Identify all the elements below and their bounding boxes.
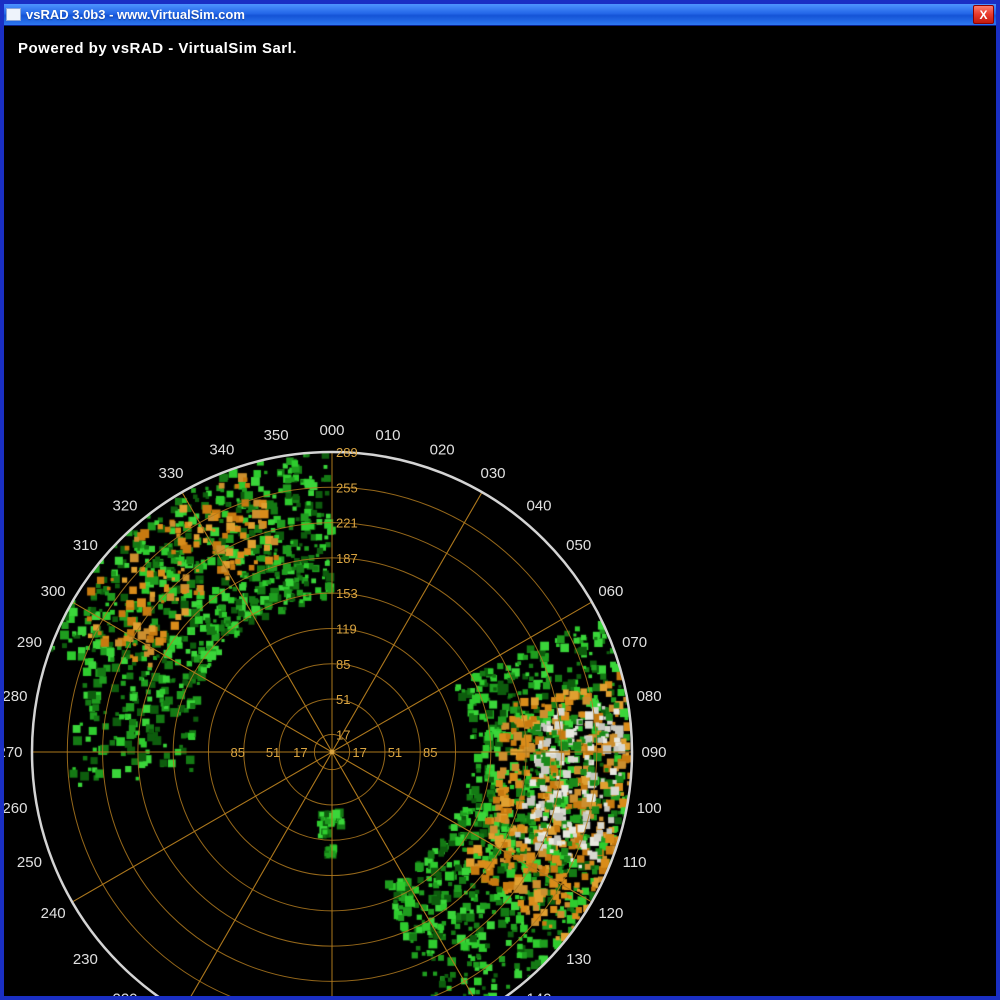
svg-text:260: 260: [4, 800, 27, 817]
svg-text:17: 17: [336, 727, 350, 742]
svg-text:060: 060: [598, 583, 623, 600]
svg-text:050: 050: [566, 537, 591, 554]
svg-text:51: 51: [266, 745, 280, 760]
svg-text:17: 17: [293, 745, 307, 760]
svg-text:153: 153: [336, 586, 358, 601]
svg-text:340: 340: [209, 441, 234, 458]
svg-text:85: 85: [423, 745, 437, 760]
svg-text:280: 280: [4, 688, 27, 705]
svg-text:040: 040: [526, 497, 551, 514]
svg-text:080: 080: [637, 688, 662, 705]
svg-text:85: 85: [336, 657, 350, 672]
svg-text:010: 010: [375, 427, 400, 444]
svg-text:110: 110: [623, 854, 647, 871]
svg-text:140: 140: [526, 991, 551, 996]
svg-text:85: 85: [231, 745, 245, 760]
svg-text:17: 17: [352, 745, 366, 760]
title-bar: vsRAD 3.0b3 - www.VirtualSim.com X: [4, 4, 996, 26]
svg-text:240: 240: [41, 905, 66, 922]
app-icon: [6, 8, 21, 21]
svg-text:000: 000: [319, 422, 344, 439]
svg-text:270: 270: [4, 744, 23, 761]
svg-text:230: 230: [73, 951, 98, 968]
svg-text:250: 250: [17, 854, 42, 871]
svg-text:187: 187: [336, 551, 358, 566]
radar-grid-overlay: 17 51 85 119 153 187 221 255 289 17 51 85 17 51 85 000 0…: [4, 26, 996, 996]
svg-text:090: 090: [641, 744, 666, 761]
svg-text:350: 350: [264, 427, 289, 444]
svg-text:300: 300: [41, 583, 66, 600]
svg-text:020: 020: [430, 441, 455, 458]
svg-text:030: 030: [480, 465, 505, 482]
radar-display: Powered by vsRAD - VirtualSim Sarl. 17 51…: [4, 26, 996, 996]
svg-text:289: 289: [336, 445, 358, 460]
header-label: Powered by vsRAD - VirtualSim Sarl.: [18, 40, 297, 57]
svg-text:070: 070: [622, 634, 647, 651]
window-title: vsRAD 3.0b3 - www.VirtualSim.com: [26, 7, 969, 22]
svg-text:255: 255: [336, 480, 358, 495]
svg-text:290: 290: [17, 634, 42, 651]
svg-text:51: 51: [388, 745, 402, 760]
svg-text:221: 221: [336, 516, 358, 531]
svg-text:330: 330: [158, 465, 183, 482]
svg-text:100: 100: [637, 800, 662, 817]
svg-text:130: 130: [566, 951, 591, 968]
svg-text:320: 320: [113, 497, 138, 514]
app-window: vsRAD 3.0b3 - www.VirtualSim.com X Power…: [0, 0, 1000, 1000]
svg-text:120: 120: [598, 905, 623, 922]
close-button[interactable]: X: [973, 5, 994, 24]
svg-text:310: 310: [73, 537, 98, 554]
svg-text:119: 119: [336, 621, 357, 636]
svg-text:51: 51: [336, 692, 350, 707]
svg-text:220: 220: [113, 991, 138, 996]
